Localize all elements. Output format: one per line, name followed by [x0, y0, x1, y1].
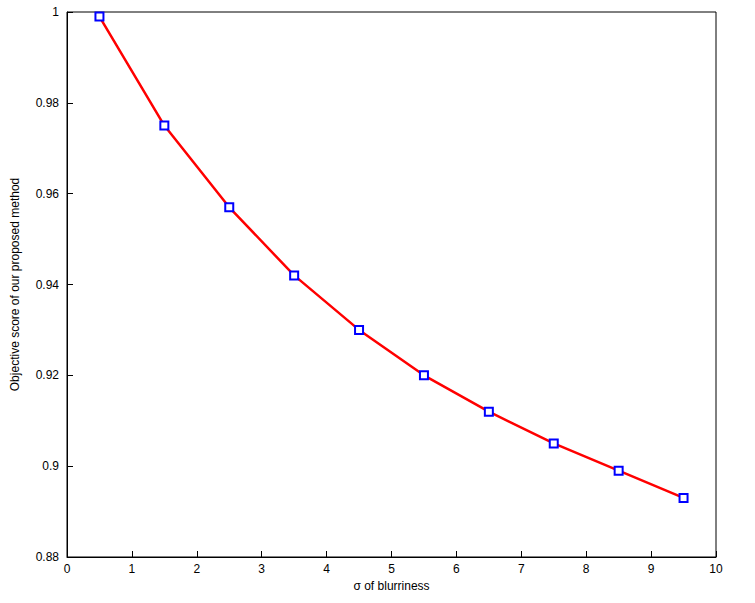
svg-text:5: 5 [388, 562, 395, 576]
svg-text:8: 8 [583, 562, 590, 576]
svg-text:0.92: 0.92 [36, 368, 60, 382]
svg-text:7: 7 [518, 562, 525, 576]
svg-text:0.96: 0.96 [36, 187, 60, 201]
svg-text:0.88: 0.88 [36, 550, 60, 564]
svg-text:9: 9 [648, 562, 655, 576]
svg-text:1: 1 [129, 562, 136, 576]
svg-text:Objective score of our propose: Objective score of our proposed method [8, 178, 22, 391]
svg-text:10: 10 [709, 562, 723, 576]
svg-text:0.98: 0.98 [36, 96, 60, 110]
svg-text:σ of blurriness: σ of blurriness [353, 579, 429, 593]
svg-text:0: 0 [64, 562, 71, 576]
svg-text:1: 1 [52, 5, 59, 19]
svg-text:0.9: 0.9 [42, 459, 59, 473]
svg-text:6: 6 [453, 562, 460, 576]
svg-text:0.94: 0.94 [36, 278, 60, 292]
svg-text:3: 3 [258, 562, 265, 576]
svg-text:2: 2 [193, 562, 200, 576]
svg-text:4: 4 [323, 562, 330, 576]
